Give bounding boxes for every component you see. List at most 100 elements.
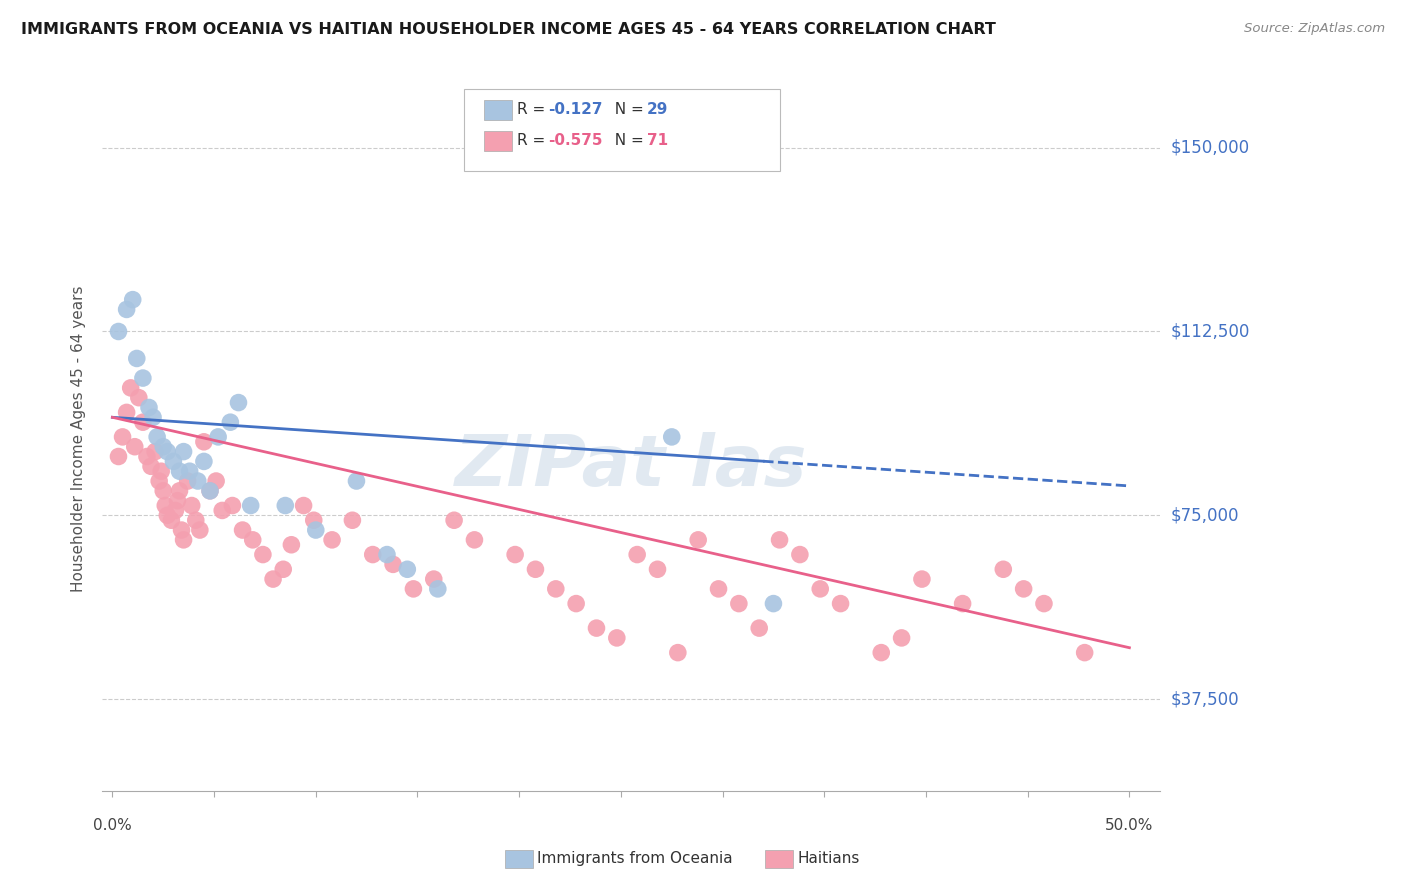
Point	[162, 454, 184, 468]
Point	[193, 434, 215, 449]
Text: 0.0%: 0.0%	[93, 818, 132, 833]
Point	[346, 474, 368, 488]
Text: 50.0%: 50.0%	[1105, 818, 1153, 833]
Point	[176, 474, 198, 488]
Text: 71: 71	[647, 134, 668, 148]
Point	[165, 503, 187, 517]
Text: Haitians: Haitians	[797, 852, 859, 866]
Point	[585, 621, 607, 635]
Point	[169, 483, 191, 498]
Point	[647, 562, 669, 576]
Point	[626, 548, 648, 562]
Point	[115, 302, 138, 317]
Point	[830, 597, 852, 611]
Point	[111, 430, 134, 444]
Point	[221, 499, 243, 513]
Point	[789, 548, 811, 562]
Point	[271, 562, 294, 576]
Point	[232, 523, 254, 537]
Point	[280, 538, 302, 552]
Point	[302, 513, 325, 527]
Point	[375, 548, 398, 562]
Point	[148, 474, 170, 488]
Point	[1033, 597, 1056, 611]
Point	[565, 597, 588, 611]
Point	[107, 325, 129, 339]
Text: IMMIGRANTS FROM OCEANIA VS HAITIAN HOUSEHOLDER INCOME AGES 45 - 64 YEARS CORRELA: IMMIGRANTS FROM OCEANIA VS HAITIAN HOUSE…	[21, 22, 995, 37]
Point	[524, 562, 547, 576]
Point	[544, 582, 567, 596]
Point	[207, 430, 229, 444]
Point	[239, 499, 262, 513]
Point	[342, 513, 364, 527]
Point	[423, 572, 446, 586]
Point	[205, 474, 228, 488]
Point	[707, 582, 730, 596]
Point	[890, 631, 912, 645]
Point	[124, 440, 146, 454]
Point	[396, 562, 419, 576]
Point	[748, 621, 770, 635]
Point	[180, 499, 202, 513]
Point	[187, 474, 209, 488]
Text: $37,500: $37,500	[1171, 690, 1240, 708]
Point	[120, 381, 142, 395]
Text: 29: 29	[647, 103, 668, 117]
Point	[993, 562, 1015, 576]
Point	[808, 582, 831, 596]
Text: -0.127: -0.127	[548, 103, 603, 117]
Point	[382, 558, 405, 572]
Text: N =: N =	[605, 134, 648, 148]
Point	[252, 548, 274, 562]
Point	[911, 572, 934, 586]
Point	[1073, 646, 1095, 660]
Text: ZIPat las: ZIPat las	[454, 433, 807, 501]
Point	[155, 499, 177, 513]
Point	[184, 513, 207, 527]
Y-axis label: Householder Income Ages 45 - 64 years: Householder Income Ages 45 - 64 years	[72, 285, 86, 592]
Point	[870, 646, 893, 660]
Point	[443, 513, 465, 527]
Point	[463, 533, 485, 547]
Point	[160, 513, 183, 527]
Point	[136, 450, 159, 464]
Point	[728, 597, 751, 611]
Point	[1012, 582, 1035, 596]
Text: $75,000: $75,000	[1171, 507, 1240, 524]
Text: N =: N =	[605, 103, 648, 117]
Point	[152, 440, 174, 454]
Point	[305, 523, 328, 537]
Point	[115, 405, 138, 419]
Point	[150, 464, 173, 478]
Point	[138, 401, 160, 415]
Point	[146, 430, 169, 444]
Point	[762, 597, 785, 611]
Point	[169, 464, 191, 478]
Point	[152, 483, 174, 498]
Point	[156, 444, 179, 458]
Point	[128, 391, 150, 405]
Text: Source: ZipAtlas.com: Source: ZipAtlas.com	[1244, 22, 1385, 36]
Point	[503, 548, 526, 562]
Point	[321, 533, 343, 547]
Point	[361, 548, 384, 562]
Point	[952, 597, 974, 611]
Point	[142, 410, 165, 425]
Point	[193, 454, 215, 468]
Text: R =: R =	[517, 103, 551, 117]
Point	[402, 582, 425, 596]
Point	[132, 371, 155, 385]
Point	[166, 493, 188, 508]
Point	[173, 533, 195, 547]
Point	[173, 444, 195, 458]
Point	[688, 533, 710, 547]
Point	[156, 508, 179, 523]
Text: $112,500: $112,500	[1171, 323, 1250, 341]
Point	[768, 533, 790, 547]
Point	[188, 523, 211, 537]
Point	[170, 523, 193, 537]
Point	[139, 459, 162, 474]
Point	[292, 499, 315, 513]
Point	[132, 415, 155, 429]
Text: $150,000: $150,000	[1171, 138, 1250, 157]
